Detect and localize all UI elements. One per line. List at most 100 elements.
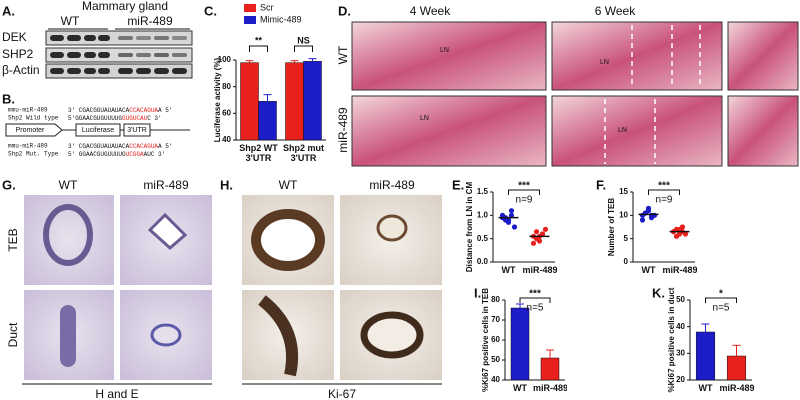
row-label: Duct — [6, 322, 20, 347]
seq-part: 5'GGAACGUGUUUUG — [68, 115, 122, 122]
panel-label: E. — [452, 177, 464, 192]
legend-swatch — [244, 4, 256, 12]
seq-part: A 5' — [158, 107, 172, 114]
significance: NS — [297, 35, 310, 45]
y-tick-label: 60 — [491, 335, 500, 344]
significance-bracket — [508, 189, 540, 195]
panel-a: A. Mammary gland WT miR-489 DEK SHP2 β-A… — [2, 0, 193, 79]
whole-mount-image — [727, 95, 799, 167]
x-tick-label-box: miR-489 — [533, 383, 567, 393]
data-point — [645, 205, 652, 211]
y-tick-label: 40 — [491, 375, 500, 384]
y-axis-label: %Ki67 positive cells in duct — [667, 287, 676, 392]
y-tick-label: 15 — [619, 187, 628, 196]
tissue-structure — [150, 323, 182, 347]
seq-seed: CCACAGUA — [129, 143, 158, 150]
y-tick-label: 60 — [222, 108, 231, 117]
y-axis-label: %Ki67 positive cells in TEB — [481, 288, 490, 392]
x-tick-label: WT — [698, 383, 713, 393]
x-tick-label-box: WT — [698, 383, 713, 393]
y-axis-label: Distance from LN in CM — [465, 182, 474, 273]
panel-h: H. WT miR-489 Ki-67 — [220, 177, 442, 400]
x-tick-label-box: miR-489 — [663, 265, 697, 275]
image-label: LN — [600, 59, 609, 66]
promoter-arrow — [5, 123, 63, 137]
panel-b: B. mmu-miR-489 3' CGACGGUAUAUACACCACAGUA… — [2, 91, 190, 158]
significance-bracket — [249, 45, 268, 52]
tissue-structure — [147, 212, 188, 251]
tissue-structure — [43, 204, 93, 266]
panel-label: G. — [2, 177, 16, 192]
row-label: DEK — [2, 30, 27, 44]
panel-g: G. WT miR-489 TEB Duct H and E — [2, 177, 212, 400]
x-tick-label-box: WT — [641, 265, 656, 275]
legend-label: Scr — [260, 2, 274, 12]
whole-mount-image — [551, 95, 723, 167]
y-tick-label: 50 — [676, 295, 685, 304]
seq-part: 3' CGACGGUAUAUACA — [68, 107, 130, 114]
x-tick-label: WT — [641, 265, 656, 275]
data-point — [508, 208, 515, 214]
x-tick-label-box: miR-489 — [523, 265, 557, 275]
target-label: Shp2 Wild type — [8, 115, 59, 122]
x-tick-label: Shp2 mut 3'UTR — [282, 143, 324, 163]
image-label: LN — [618, 127, 627, 134]
utr-box — [123, 123, 151, 137]
significance: ** — [255, 35, 263, 45]
caption: H and E — [95, 387, 138, 400]
column-label: 4 Week — [410, 4, 451, 18]
seq-seed: CCACAGUA — [129, 107, 158, 114]
blot-title: Mammary gland — [82, 0, 168, 13]
y-tick-label: 100 — [218, 55, 232, 64]
sample-size: n=5 — [527, 303, 544, 314]
x-tick-label: Shp2 WT 3'UTR — [239, 143, 278, 163]
tissue-structure — [60, 305, 76, 367]
row-label: SHP2 — [2, 47, 34, 61]
bar — [258, 101, 277, 141]
data-point — [673, 233, 680, 239]
target-label: Shp2 Mut. Type — [8, 151, 59, 158]
panel-label: C. — [204, 3, 217, 18]
significance-bracket — [519, 297, 551, 303]
column-label: WT — [279, 178, 298, 192]
whole-mount-image — [351, 95, 547, 167]
mirna-label: mmu-miR-489 — [8, 143, 48, 150]
bar — [695, 331, 716, 381]
y-tick-label: 70 — [491, 315, 500, 324]
panel-label: A. — [2, 3, 15, 18]
x-tick-label: WT — [513, 383, 527, 393]
y-tick-label: 30 — [676, 348, 685, 357]
data-point — [533, 229, 540, 235]
construct-label: Luciferase — [82, 127, 114, 134]
bar — [726, 355, 747, 381]
section-lines — [604, 25, 701, 164]
tissue-structure — [251, 209, 325, 271]
whole-mount-image — [351, 21, 547, 91]
image-label: LN — [420, 115, 429, 122]
y-tick-label: 80 — [491, 295, 500, 304]
x-tick-label-box: miR-489 — [720, 383, 754, 393]
panel-d: D. 4 Week 6 Week WT miR-489 LN LN LN LN — [336, 3, 799, 167]
panel-label: F. — [596, 177, 606, 192]
significance-bracket — [294, 45, 313, 52]
legend-label: Mimic-489 — [260, 14, 302, 24]
data-point — [505, 219, 512, 225]
construct-label: 3'UTR — [127, 127, 147, 134]
data-point — [542, 226, 549, 232]
x-tick-label: miR-489 — [533, 383, 567, 393]
seq-part: 5' GGAACGUGUUUUG — [68, 151, 126, 158]
mirna-label: mmu-miR-489 — [8, 107, 48, 114]
sample-size: n=9 — [656, 195, 673, 206]
seq-part: C 3' — [147, 115, 161, 122]
significance: *** — [518, 181, 530, 192]
data-point — [530, 240, 537, 246]
bar — [510, 307, 530, 381]
whole-mount-image — [551, 21, 723, 91]
sequence: 5'GGAACGUGUUUUGGUGUCAUC 3' — [68, 115, 162, 122]
data-point — [648, 212, 655, 218]
significance-bracket — [705, 297, 737, 303]
column-label: WT — [61, 14, 80, 28]
bar — [285, 62, 304, 141]
column-label: miR-489 — [143, 178, 189, 192]
